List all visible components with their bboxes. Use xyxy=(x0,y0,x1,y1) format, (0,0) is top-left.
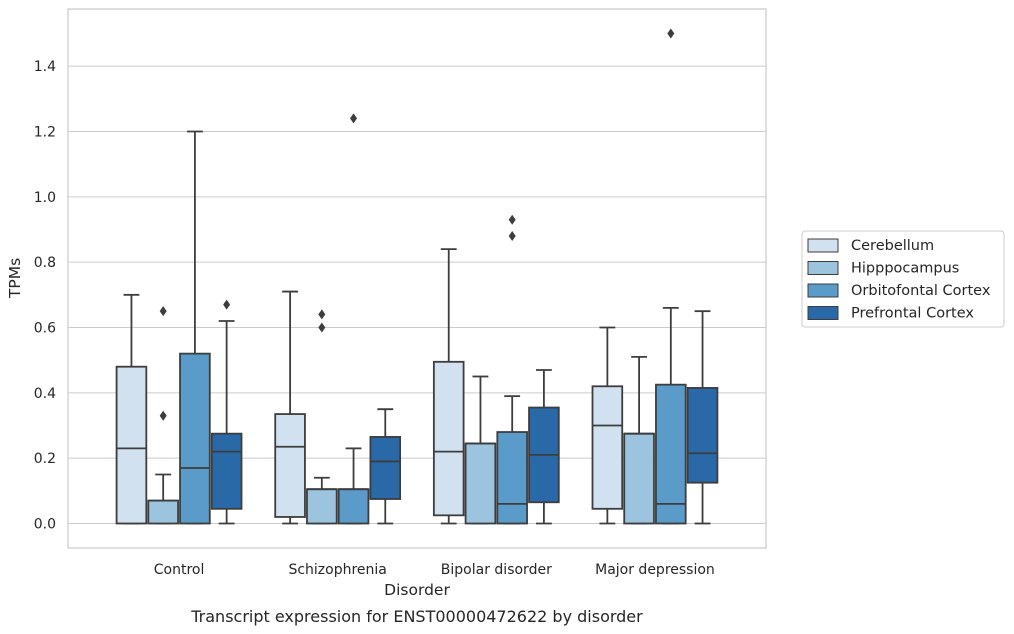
legend-swatch xyxy=(807,283,839,298)
box-iqr xyxy=(591,385,624,510)
x-tick-label: Bipolar disorder xyxy=(441,562,552,578)
figure-caption: Transcript expression for ENST0000047262… xyxy=(190,607,643,626)
box-iqr xyxy=(369,436,402,500)
box-group xyxy=(337,113,370,525)
y-tick-label: 0.0 xyxy=(34,517,56,533)
outlier-marker xyxy=(318,322,326,333)
box-group xyxy=(147,306,179,525)
y-tick-labels: 0.0 0.2 0.4 0.6 0.8 1.0 1.2 1.4 xyxy=(34,59,56,532)
x-tick-labels: Control Schizophrenia Bipolar disorder Majo… xyxy=(154,562,715,578)
outlier-marker xyxy=(667,28,675,39)
box-group xyxy=(115,293,148,525)
box-group xyxy=(655,28,687,525)
box-iqr xyxy=(337,488,370,525)
box-group xyxy=(464,375,497,525)
y-axis-label: TPMs xyxy=(6,258,24,299)
y-tick-label: 1.2 xyxy=(34,125,56,141)
box-iqr xyxy=(210,432,243,510)
legend: Cerebellum Hipppocampus Orbitofontal Corte… xyxy=(801,230,1005,328)
outlier-marker xyxy=(159,306,167,317)
box-iqr xyxy=(496,431,528,525)
box-iqr xyxy=(179,352,211,525)
outlier-marker xyxy=(159,410,167,421)
outlier-marker xyxy=(508,214,516,225)
y-tick-label: 0.6 xyxy=(34,321,56,337)
outlier-marker xyxy=(223,299,231,310)
legend-swatch xyxy=(807,238,839,253)
box-group xyxy=(210,299,243,525)
x-tick-label: Schizophrenia xyxy=(288,562,386,578)
y-tick-label: 1.0 xyxy=(34,190,56,206)
box-group xyxy=(432,248,465,525)
legend-label: Prefrontal Cortex xyxy=(851,306,974,322)
x-tick-label: Control xyxy=(154,562,205,578)
box-iqr xyxy=(432,360,465,517)
box-group xyxy=(528,369,560,525)
box-plots xyxy=(115,28,719,525)
legend-label: Hipppocampus xyxy=(851,261,959,277)
box-iqr xyxy=(274,413,306,518)
box-group xyxy=(623,355,655,525)
legend-label: Cerebellum xyxy=(851,238,934,254)
box-group xyxy=(369,408,402,525)
box-group xyxy=(591,326,624,525)
legend-swatch xyxy=(807,261,839,275)
box-group xyxy=(496,214,528,525)
plot-frame xyxy=(67,8,767,549)
box-iqr xyxy=(115,365,148,525)
box-group xyxy=(686,310,719,525)
y-tick-label: 0.8 xyxy=(34,255,56,271)
box-iqr xyxy=(464,442,497,525)
box-iqr xyxy=(306,488,338,525)
box-iqr xyxy=(686,387,719,484)
legend-swatch xyxy=(807,306,839,320)
box-iqr xyxy=(147,499,179,525)
y-tick-label: 1.4 xyxy=(34,59,56,75)
y-tick-label: 0.4 xyxy=(34,386,56,402)
legend-frame xyxy=(801,230,1005,328)
outlier-marker xyxy=(318,309,326,320)
x-tick-label: Major depression xyxy=(595,562,715,578)
box-iqr xyxy=(623,432,655,525)
outlier-marker xyxy=(508,231,516,242)
outlier-marker xyxy=(350,113,358,124)
y-tick-label: 0.2 xyxy=(34,451,56,467)
box-group xyxy=(306,309,338,525)
x-axis-label: Disorder xyxy=(384,581,450,599)
legend-label: Orbitofontal Cortex xyxy=(851,283,991,299)
box-group xyxy=(179,130,211,525)
box-group xyxy=(274,290,306,525)
box-iqr xyxy=(655,383,687,525)
